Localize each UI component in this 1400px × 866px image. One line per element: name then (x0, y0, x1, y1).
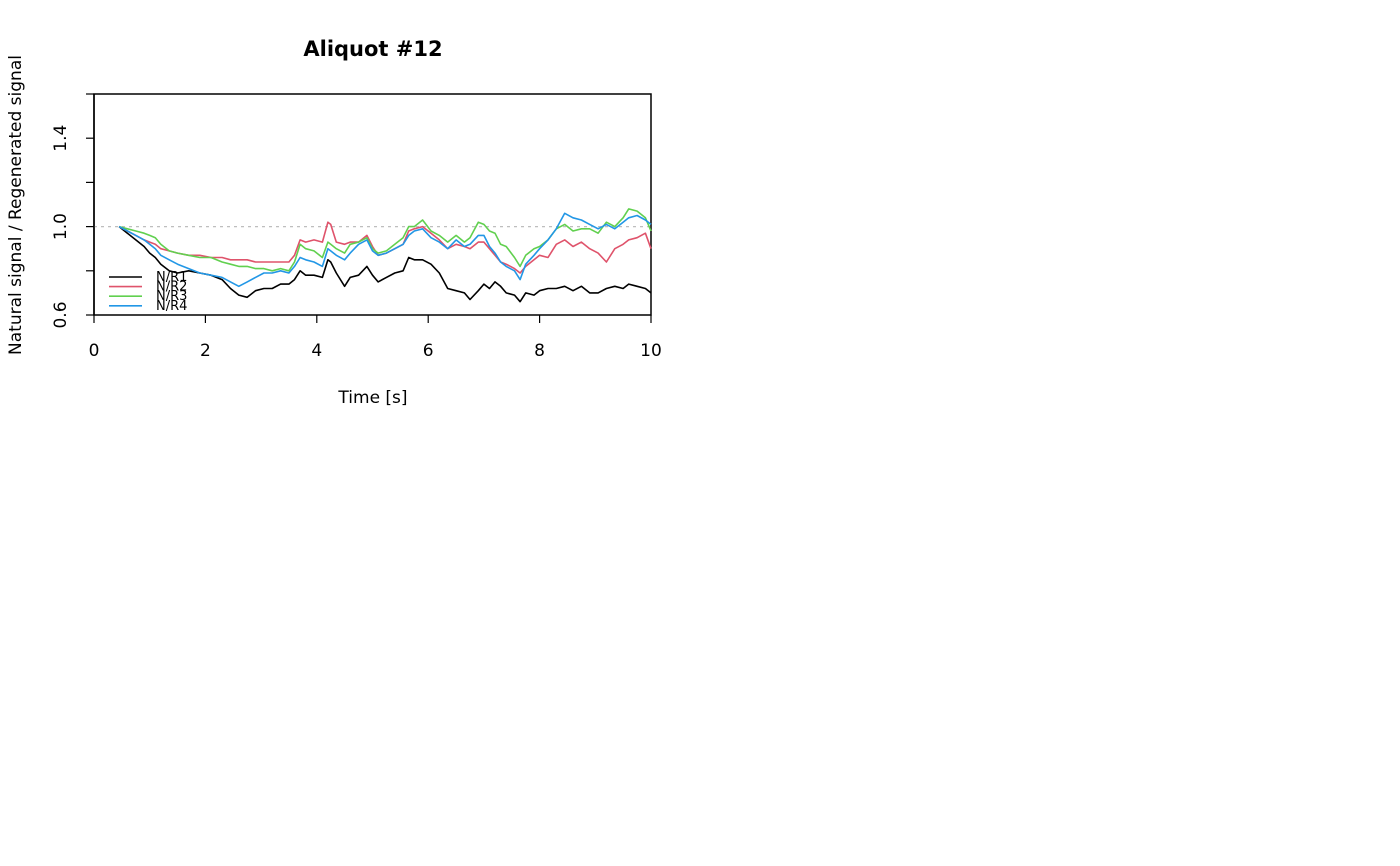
legend-label-4: N/R4 (156, 299, 187, 314)
series-line-1 (118, 225, 652, 303)
series-layer (118, 208, 652, 303)
x-tick-label: 8 (534, 341, 545, 361)
chart-title: Aliquot #12 (303, 37, 442, 61)
y-tick-label: 0.6 (51, 301, 71, 328)
x-axis-label: Time [s] (337, 388, 407, 408)
legend-label-3: N/R3 (156, 289, 187, 304)
x-axis: 0 2 4 6 8 10 (89, 315, 662, 361)
y-axis: 0.6 1.0 1.4 (51, 93, 95, 329)
series-line-3 (118, 208, 652, 272)
y-axis-label: Natural signal / Regenerated signal (6, 55, 26, 355)
legend: N/R1N/R2N/R3N/R4 (109, 270, 187, 314)
y-tick-label: 1.0 (51, 213, 71, 240)
x-tick-label: 4 (311, 341, 322, 361)
x-tick-label: 0 (89, 341, 100, 361)
legend-label-2: N/R2 (156, 280, 187, 295)
y-tick-label: 1.4 (51, 125, 71, 152)
legend-label-1: N/R1 (156, 270, 187, 285)
plot-area (93, 93, 652, 316)
x-tick-label: 6 (423, 341, 434, 361)
x-tick-label: 10 (640, 341, 662, 361)
series-line-4 (118, 212, 652, 288)
x-tick-label: 2 (200, 341, 211, 361)
